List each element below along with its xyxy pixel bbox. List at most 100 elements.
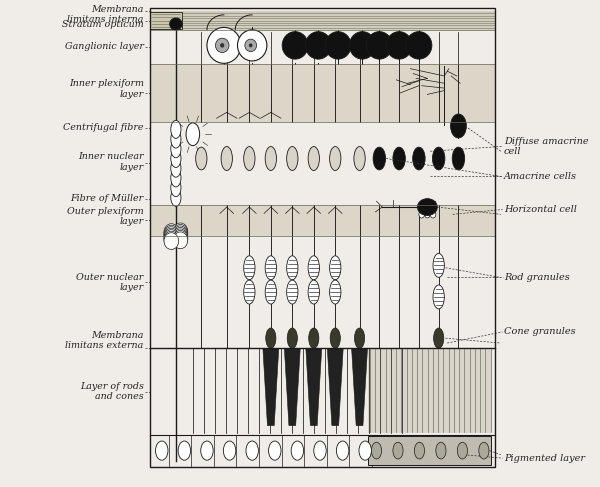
Ellipse shape xyxy=(308,328,319,348)
Ellipse shape xyxy=(291,441,304,460)
Ellipse shape xyxy=(430,211,436,218)
Ellipse shape xyxy=(349,32,376,59)
Ellipse shape xyxy=(171,188,181,206)
Ellipse shape xyxy=(425,211,430,218)
Ellipse shape xyxy=(329,280,341,304)
Ellipse shape xyxy=(413,147,425,170)
Ellipse shape xyxy=(433,285,445,309)
Ellipse shape xyxy=(171,140,181,158)
Text: Outer plexiform
layer: Outer plexiform layer xyxy=(67,207,143,226)
Ellipse shape xyxy=(287,328,298,348)
Ellipse shape xyxy=(215,38,229,53)
Ellipse shape xyxy=(173,232,188,249)
Ellipse shape xyxy=(249,43,253,47)
FancyBboxPatch shape xyxy=(151,205,495,236)
Ellipse shape xyxy=(355,328,365,348)
Ellipse shape xyxy=(173,226,188,243)
Text: Inner plexiform
layer: Inner plexiform layer xyxy=(68,79,143,99)
Ellipse shape xyxy=(325,32,351,59)
Ellipse shape xyxy=(201,441,213,460)
Text: Cone granules: Cone granules xyxy=(503,327,575,337)
Ellipse shape xyxy=(171,169,181,187)
Ellipse shape xyxy=(164,230,179,246)
FancyBboxPatch shape xyxy=(151,11,495,30)
Polygon shape xyxy=(352,349,367,426)
Ellipse shape xyxy=(393,442,403,459)
Ellipse shape xyxy=(207,27,241,63)
Ellipse shape xyxy=(171,179,181,197)
Ellipse shape xyxy=(265,256,277,280)
Ellipse shape xyxy=(173,223,188,240)
Ellipse shape xyxy=(373,147,386,170)
Ellipse shape xyxy=(433,147,445,170)
Polygon shape xyxy=(284,349,300,426)
Ellipse shape xyxy=(308,280,319,304)
Ellipse shape xyxy=(287,147,298,170)
Ellipse shape xyxy=(415,442,425,459)
Ellipse shape xyxy=(479,442,489,459)
Ellipse shape xyxy=(367,32,392,59)
Ellipse shape xyxy=(418,199,437,215)
Ellipse shape xyxy=(287,256,298,280)
Ellipse shape xyxy=(164,224,179,241)
FancyBboxPatch shape xyxy=(151,64,495,122)
Polygon shape xyxy=(263,349,279,426)
Ellipse shape xyxy=(433,253,445,277)
Ellipse shape xyxy=(265,147,277,170)
Ellipse shape xyxy=(223,441,236,460)
Ellipse shape xyxy=(354,147,365,170)
Polygon shape xyxy=(306,349,322,426)
Text: Stratum opticum: Stratum opticum xyxy=(62,19,143,29)
Ellipse shape xyxy=(244,280,255,304)
Ellipse shape xyxy=(337,441,349,460)
Ellipse shape xyxy=(329,256,341,280)
Text: Outer nuclear
layer: Outer nuclear layer xyxy=(76,273,143,292)
Ellipse shape xyxy=(244,256,255,280)
Ellipse shape xyxy=(308,256,319,280)
Ellipse shape xyxy=(171,159,181,177)
Ellipse shape xyxy=(173,229,188,246)
Ellipse shape xyxy=(314,441,326,460)
Ellipse shape xyxy=(164,233,179,249)
Ellipse shape xyxy=(186,123,200,146)
Text: Layer of rods
and cones: Layer of rods and cones xyxy=(80,382,143,401)
Ellipse shape xyxy=(171,130,181,148)
Text: Diffuse amacrine
cell: Diffuse amacrine cell xyxy=(503,137,588,156)
Ellipse shape xyxy=(451,114,466,138)
Ellipse shape xyxy=(305,32,331,59)
Ellipse shape xyxy=(282,32,308,59)
Ellipse shape xyxy=(287,280,298,304)
Ellipse shape xyxy=(173,227,188,244)
Ellipse shape xyxy=(393,147,406,170)
Ellipse shape xyxy=(371,442,382,459)
Text: Inner nuclear
layer: Inner nuclear layer xyxy=(78,152,143,171)
Ellipse shape xyxy=(221,147,232,170)
Ellipse shape xyxy=(266,328,276,348)
Ellipse shape xyxy=(244,147,255,170)
Ellipse shape xyxy=(245,39,257,52)
Text: Pigmented layer: Pigmented layer xyxy=(503,453,584,463)
Ellipse shape xyxy=(238,30,267,61)
Text: Membrana
limitans externa: Membrana limitans externa xyxy=(65,331,143,350)
Ellipse shape xyxy=(155,441,168,460)
Ellipse shape xyxy=(173,225,188,241)
Text: Centrifugal fibre: Centrifugal fibre xyxy=(63,123,143,132)
Ellipse shape xyxy=(419,211,425,218)
Ellipse shape xyxy=(406,32,432,59)
Ellipse shape xyxy=(170,18,182,30)
Text: Amacrine cells: Amacrine cells xyxy=(503,172,577,181)
Ellipse shape xyxy=(196,147,207,170)
Ellipse shape xyxy=(164,231,179,248)
Text: Fibre of Müller: Fibre of Müller xyxy=(71,194,143,204)
Text: Rod granules: Rod granules xyxy=(503,273,569,282)
Ellipse shape xyxy=(457,442,467,459)
Ellipse shape xyxy=(436,442,446,459)
Ellipse shape xyxy=(178,441,191,460)
Ellipse shape xyxy=(164,227,179,244)
Ellipse shape xyxy=(220,43,224,48)
FancyBboxPatch shape xyxy=(368,348,493,433)
Text: Ganglionic layer: Ganglionic layer xyxy=(65,42,143,51)
Ellipse shape xyxy=(329,147,341,170)
Ellipse shape xyxy=(173,230,188,247)
Ellipse shape xyxy=(452,147,464,170)
